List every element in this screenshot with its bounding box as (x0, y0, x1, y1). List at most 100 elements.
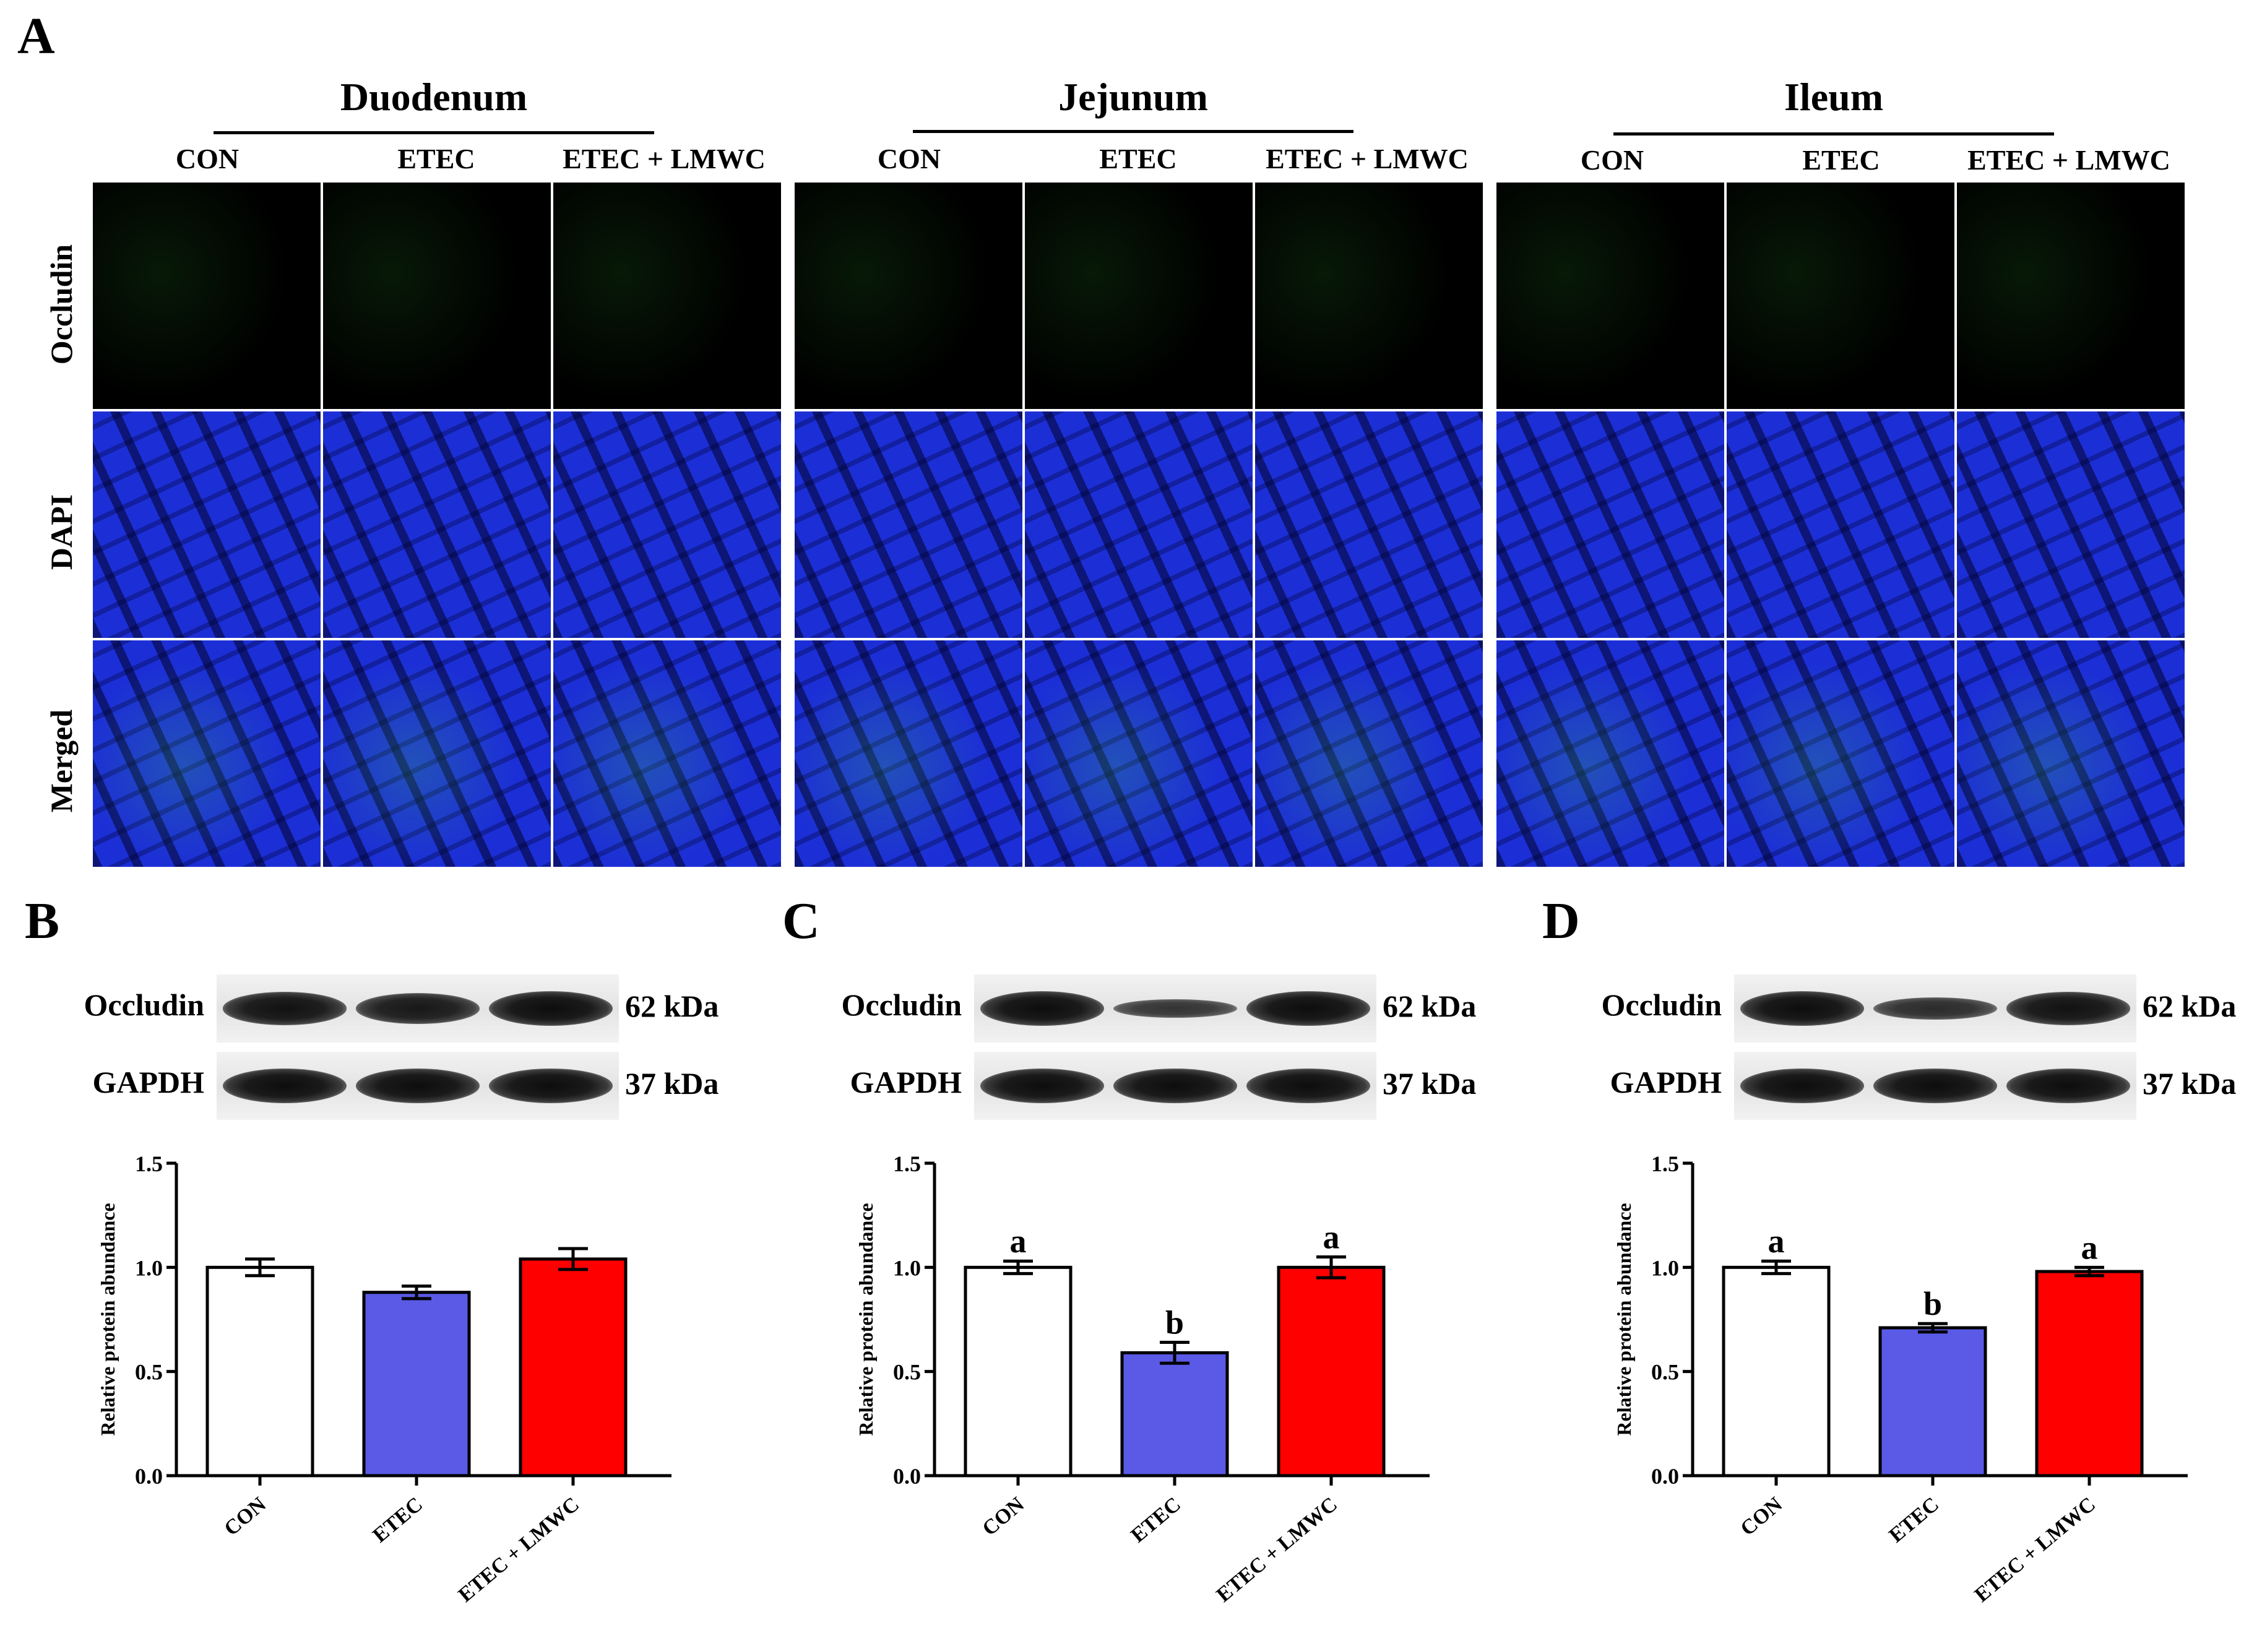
micrograph-dapi (553, 411, 781, 638)
y-axis-label: Relative protein abundance (1613, 1203, 1635, 1435)
panel-letter-d: D (1542, 892, 1580, 950)
bar (2035, 1270, 2144, 1478)
bar (1120, 1351, 1229, 1478)
blot-band (356, 1069, 480, 1103)
panel-letter-c: C (782, 892, 820, 950)
bar (1277, 1265, 1386, 1478)
blot-label-occludin: Occludin (841, 987, 962, 1022)
micrograph-occludin (323, 183, 551, 409)
significance-letter: a (1768, 1223, 1785, 1260)
bar (1878, 1326, 1987, 1478)
blot-band (356, 993, 480, 1024)
blot-band (489, 991, 613, 1026)
micrograph-merged (1025, 640, 1253, 867)
micrograph-occludin (93, 183, 321, 409)
y-axis-label: Relative protein abundance (97, 1203, 119, 1435)
panel-letter-b: B (25, 892, 60, 950)
region-title-ileum: Ileum (1784, 75, 1883, 119)
significance-letter: b (1165, 1304, 1184, 1341)
bar (205, 1265, 314, 1478)
blot-band (489, 1069, 613, 1103)
x-tick-label: ETEC (1126, 1493, 1185, 1547)
micrograph-merged (1727, 640, 1954, 867)
x-tick-label: ETEC + LMWC (454, 1493, 584, 1607)
group-label: CON (1580, 144, 1644, 176)
micrograph-occludin (1255, 183, 1483, 409)
y-tick-label: 0.0 (893, 1464, 921, 1489)
blot-label-occludin: Occludin (1601, 987, 1722, 1022)
group-label: ETEC (397, 143, 475, 174)
blot-band (1246, 991, 1370, 1026)
significance-letter: b (1923, 1285, 1942, 1322)
y-tick-label: 0.0 (1651, 1464, 1679, 1489)
region-title-jejunum: Jejunum (1058, 75, 1208, 119)
blot-band (1873, 1069, 1997, 1103)
micrograph-dapi (1025, 411, 1253, 638)
x-tick-label: ETEC (368, 1493, 427, 1547)
micrograph-merged (1957, 640, 2185, 867)
x-tick-label: ETEC (1884, 1493, 1943, 1547)
micrograph-occludin (553, 183, 781, 409)
micrograph-dapi (1727, 411, 1954, 638)
x-tick-label: ETEC + LMWC (1212, 1493, 1342, 1607)
blot-label-occludin: Occludin (84, 987, 204, 1022)
micrograph-occludin (1727, 183, 1954, 409)
y-tick-label: 0.5 (1651, 1360, 1679, 1385)
bar (964, 1265, 1073, 1478)
y-tick-label: 1.0 (135, 1255, 163, 1280)
group-label: ETEC + LMWC (1266, 143, 1469, 174)
blot-band (2006, 1069, 2130, 1103)
group-label: CON (877, 143, 941, 174)
y-tick-label: 1.5 (1651, 1151, 1679, 1176)
region-title-duodenum: Duodenum (340, 75, 528, 119)
y-tick-label: 0.0 (135, 1464, 163, 1489)
panel-letter-a: A (17, 7, 55, 65)
y-tick-label: 1.0 (1651, 1255, 1679, 1280)
blot-band (1113, 999, 1237, 1018)
group-label: ETEC + LMWC (1967, 144, 2170, 176)
blot-size-label: 37 kDa (625, 1066, 719, 1101)
micrograph-merged (323, 640, 551, 867)
micrograph-occludin (1957, 183, 2185, 409)
significance-letter: a (1323, 1219, 1340, 1256)
blot-size-label: 37 kDa (2143, 1066, 2237, 1101)
y-tick-label: 0.5 (135, 1360, 163, 1385)
x-tick-label: CON (1736, 1493, 1787, 1541)
micrograph-dapi (795, 411, 1022, 638)
blot-band (1873, 997, 1997, 1020)
blot-band (223, 1069, 347, 1103)
region-divider (913, 130, 1353, 133)
group-label: ETEC (1099, 143, 1177, 174)
micrograph-occludin (1025, 183, 1253, 409)
blot-band (2006, 992, 2130, 1025)
bar (519, 1257, 628, 1478)
blot-label-gapdh: GAPDH (92, 1065, 204, 1099)
y-tick-label: 1.0 (893, 1255, 921, 1280)
micrograph-merged (795, 640, 1022, 867)
blot-size-label: 62 kDa (1383, 989, 1477, 1023)
x-tick-label: CON (220, 1493, 270, 1541)
micrograph-occludin (795, 183, 1022, 409)
x-tick-label: CON (978, 1493, 1029, 1541)
bar (362, 1291, 471, 1478)
blot-band (1740, 991, 1864, 1026)
blot-band (980, 1069, 1104, 1103)
group-label: ETEC + LMWC (563, 143, 766, 174)
micrograph-merged (1496, 640, 1724, 867)
micrograph-dapi (1255, 411, 1483, 638)
micrograph-dapi (323, 411, 551, 638)
region-divider (1613, 132, 2054, 136)
blot-size-label: 62 kDa (625, 989, 719, 1023)
micrograph-dapi (93, 411, 321, 638)
micrograph-dapi (1496, 411, 1724, 638)
micrograph-merged (553, 640, 781, 867)
blot-size-label: 37 kDa (1383, 1066, 1477, 1101)
y-tick-label: 1.5 (135, 1151, 163, 1176)
blot-label-gapdh: GAPDH (1610, 1065, 1722, 1099)
micrograph-merged (93, 640, 321, 867)
region-divider (214, 131, 654, 134)
blot-size-label: 62 kDa (2143, 989, 2237, 1023)
blot-band (1246, 1069, 1370, 1103)
group-label: ETEC (1802, 144, 1880, 176)
